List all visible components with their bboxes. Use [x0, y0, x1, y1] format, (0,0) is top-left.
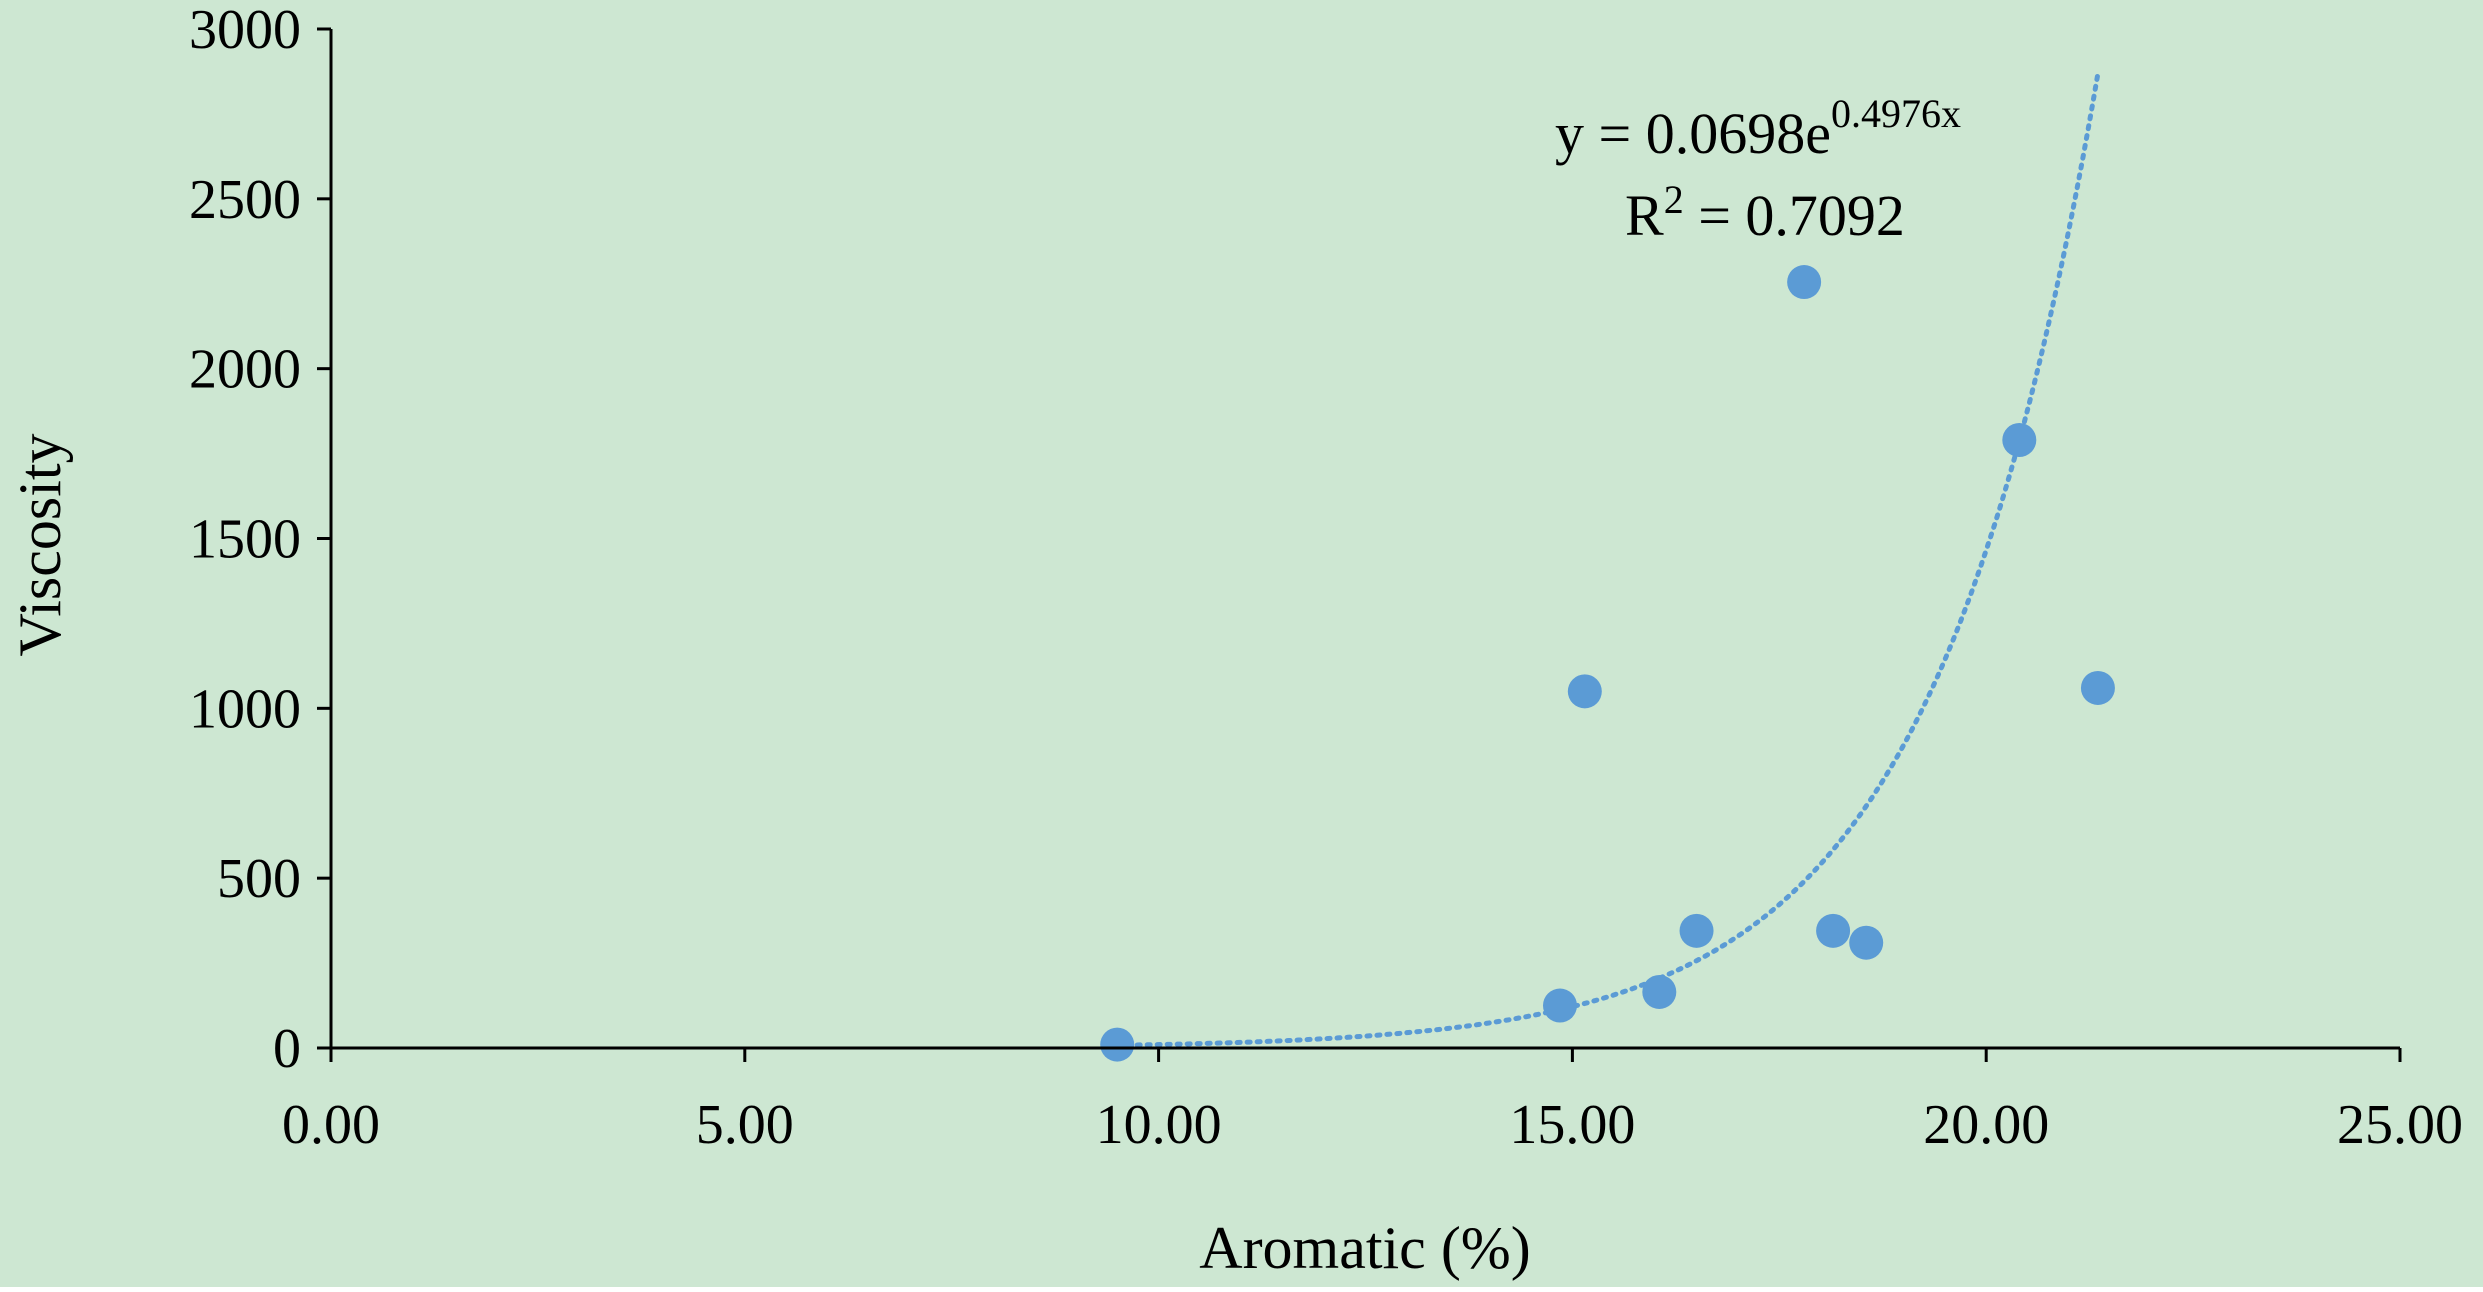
x-axis-ticks: 0.00 5.00 10.00 15.00 20.00 25.00 [282, 1048, 2463, 1156]
y-tick-label: 1000 [189, 678, 301, 740]
x-tick-label: 15.00 [1509, 1094, 1635, 1156]
y-tick-label: 0 [273, 1018, 301, 1080]
y-tick-label: 1500 [189, 509, 301, 571]
r-squared-superscript: 2 [1664, 177, 1684, 222]
x-tick-label: 5.00 [696, 1094, 794, 1156]
y-axis-ticks: 0 500 1000 1500 2000 2500 3000 [189, 0, 331, 1080]
trendline-layer [1114, 71, 2101, 1048]
data-point [1542, 988, 1577, 1023]
y-tick-label: 3000 [189, 0, 301, 61]
equation-exponent: 0.4976x [1831, 91, 1961, 136]
y-tick-label: 2000 [189, 339, 301, 401]
x-axis-label: Aromatic (%) [1199, 1215, 1531, 1281]
data-point [1787, 265, 1822, 300]
data-point [1679, 913, 1714, 948]
x-tick-label: 25.00 [2337, 1094, 2463, 1156]
y-tick-label: 2500 [189, 169, 301, 231]
x-tick-label: 20.00 [1923, 1094, 2049, 1156]
data-point [1100, 1027, 1135, 1062]
data-point [2080, 670, 2115, 705]
data-point [1567, 674, 1602, 709]
r-squared-prefix: R [1625, 183, 1664, 248]
x-tick-label: 0.00 [282, 1094, 380, 1156]
trendline-equation: y = 0.0698e0.4976x [1555, 91, 1961, 166]
r-squared-value: = 0.7092 [1684, 183, 1905, 248]
data-point [1642, 974, 1677, 1009]
data-point [1816, 913, 1851, 948]
data-points-layer [1100, 265, 2115, 1062]
data-point [2002, 422, 2037, 457]
r-squared-label: R2 = 0.7092 [1625, 177, 1905, 248]
exponential-trendline [1114, 71, 2101, 1048]
data-point [1849, 925, 1884, 960]
x-tick-label: 10.00 [1096, 1094, 1222, 1156]
equation-prefix: y = 0.0698e [1555, 101, 1831, 166]
y-tick-label: 500 [217, 848, 301, 910]
y-axis-label: Viscosity [7, 433, 73, 656]
